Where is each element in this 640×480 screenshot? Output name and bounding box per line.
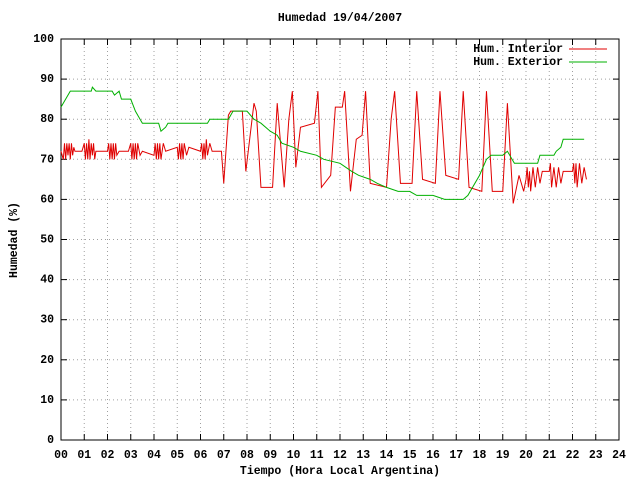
y-tick-label: 0 [47, 434, 54, 447]
x-tick-label: 10 [287, 449, 301, 462]
x-tick-label: 16 [426, 449, 440, 462]
x-tick-label: 07 [217, 449, 231, 462]
x-tick-label: 02 [101, 449, 115, 462]
x-tick-label: 05 [170, 449, 184, 462]
x-tick-label: 18 [473, 449, 487, 462]
x-tick-label: 12 [333, 449, 347, 462]
x-tick-label: 21 [542, 449, 556, 462]
legend-label: Hum. Exterior [473, 56, 563, 69]
x-tick-label: 17 [449, 449, 463, 462]
x-tick-label: 24 [612, 449, 626, 462]
x-tick-label: 00 [54, 449, 68, 462]
x-axis-label: Tiempo (Hora Local Argentina) [240, 465, 440, 478]
chart-title: Humedad 19/04/2007 [278, 12, 402, 25]
x-tick-label: 09 [263, 449, 277, 462]
x-tick-label: 19 [496, 449, 510, 462]
y-tick-label: 40 [40, 274, 54, 287]
x-tick-label: 11 [310, 449, 324, 462]
y-tick-label: 20 [40, 354, 54, 367]
y-tick-label: 50 [40, 234, 54, 247]
y-tick-label: 90 [40, 73, 54, 86]
y-tick-label: 100 [33, 33, 54, 46]
x-tick-label: 22 [566, 449, 580, 462]
y-axis-label: Humedad (%) [8, 202, 21, 278]
x-tick-label: 06 [194, 449, 208, 462]
legend-label: Hum. Interior [473, 43, 563, 56]
x-tick-label: 04 [147, 449, 161, 462]
x-tick-label: 23 [589, 449, 603, 462]
x-tick-label: 15 [403, 449, 417, 462]
y-tick-label: 70 [40, 153, 54, 166]
x-tick-label: 20 [519, 449, 533, 462]
x-tick-label: 03 [124, 449, 138, 462]
y-tick-label: 80 [40, 113, 54, 126]
x-tick-label: 14 [380, 449, 394, 462]
y-tick-label: 10 [40, 394, 54, 407]
data-line [60, 91, 587, 204]
y-tick-label: 60 [40, 193, 54, 206]
y-tick-label: 30 [40, 314, 54, 327]
data-line [60, 86, 585, 200]
x-tick-label: 08 [240, 449, 254, 462]
plot-frame [60, 38, 620, 441]
x-tick-label: 13 [356, 449, 370, 462]
x-tick-label: 01 [77, 449, 91, 462]
